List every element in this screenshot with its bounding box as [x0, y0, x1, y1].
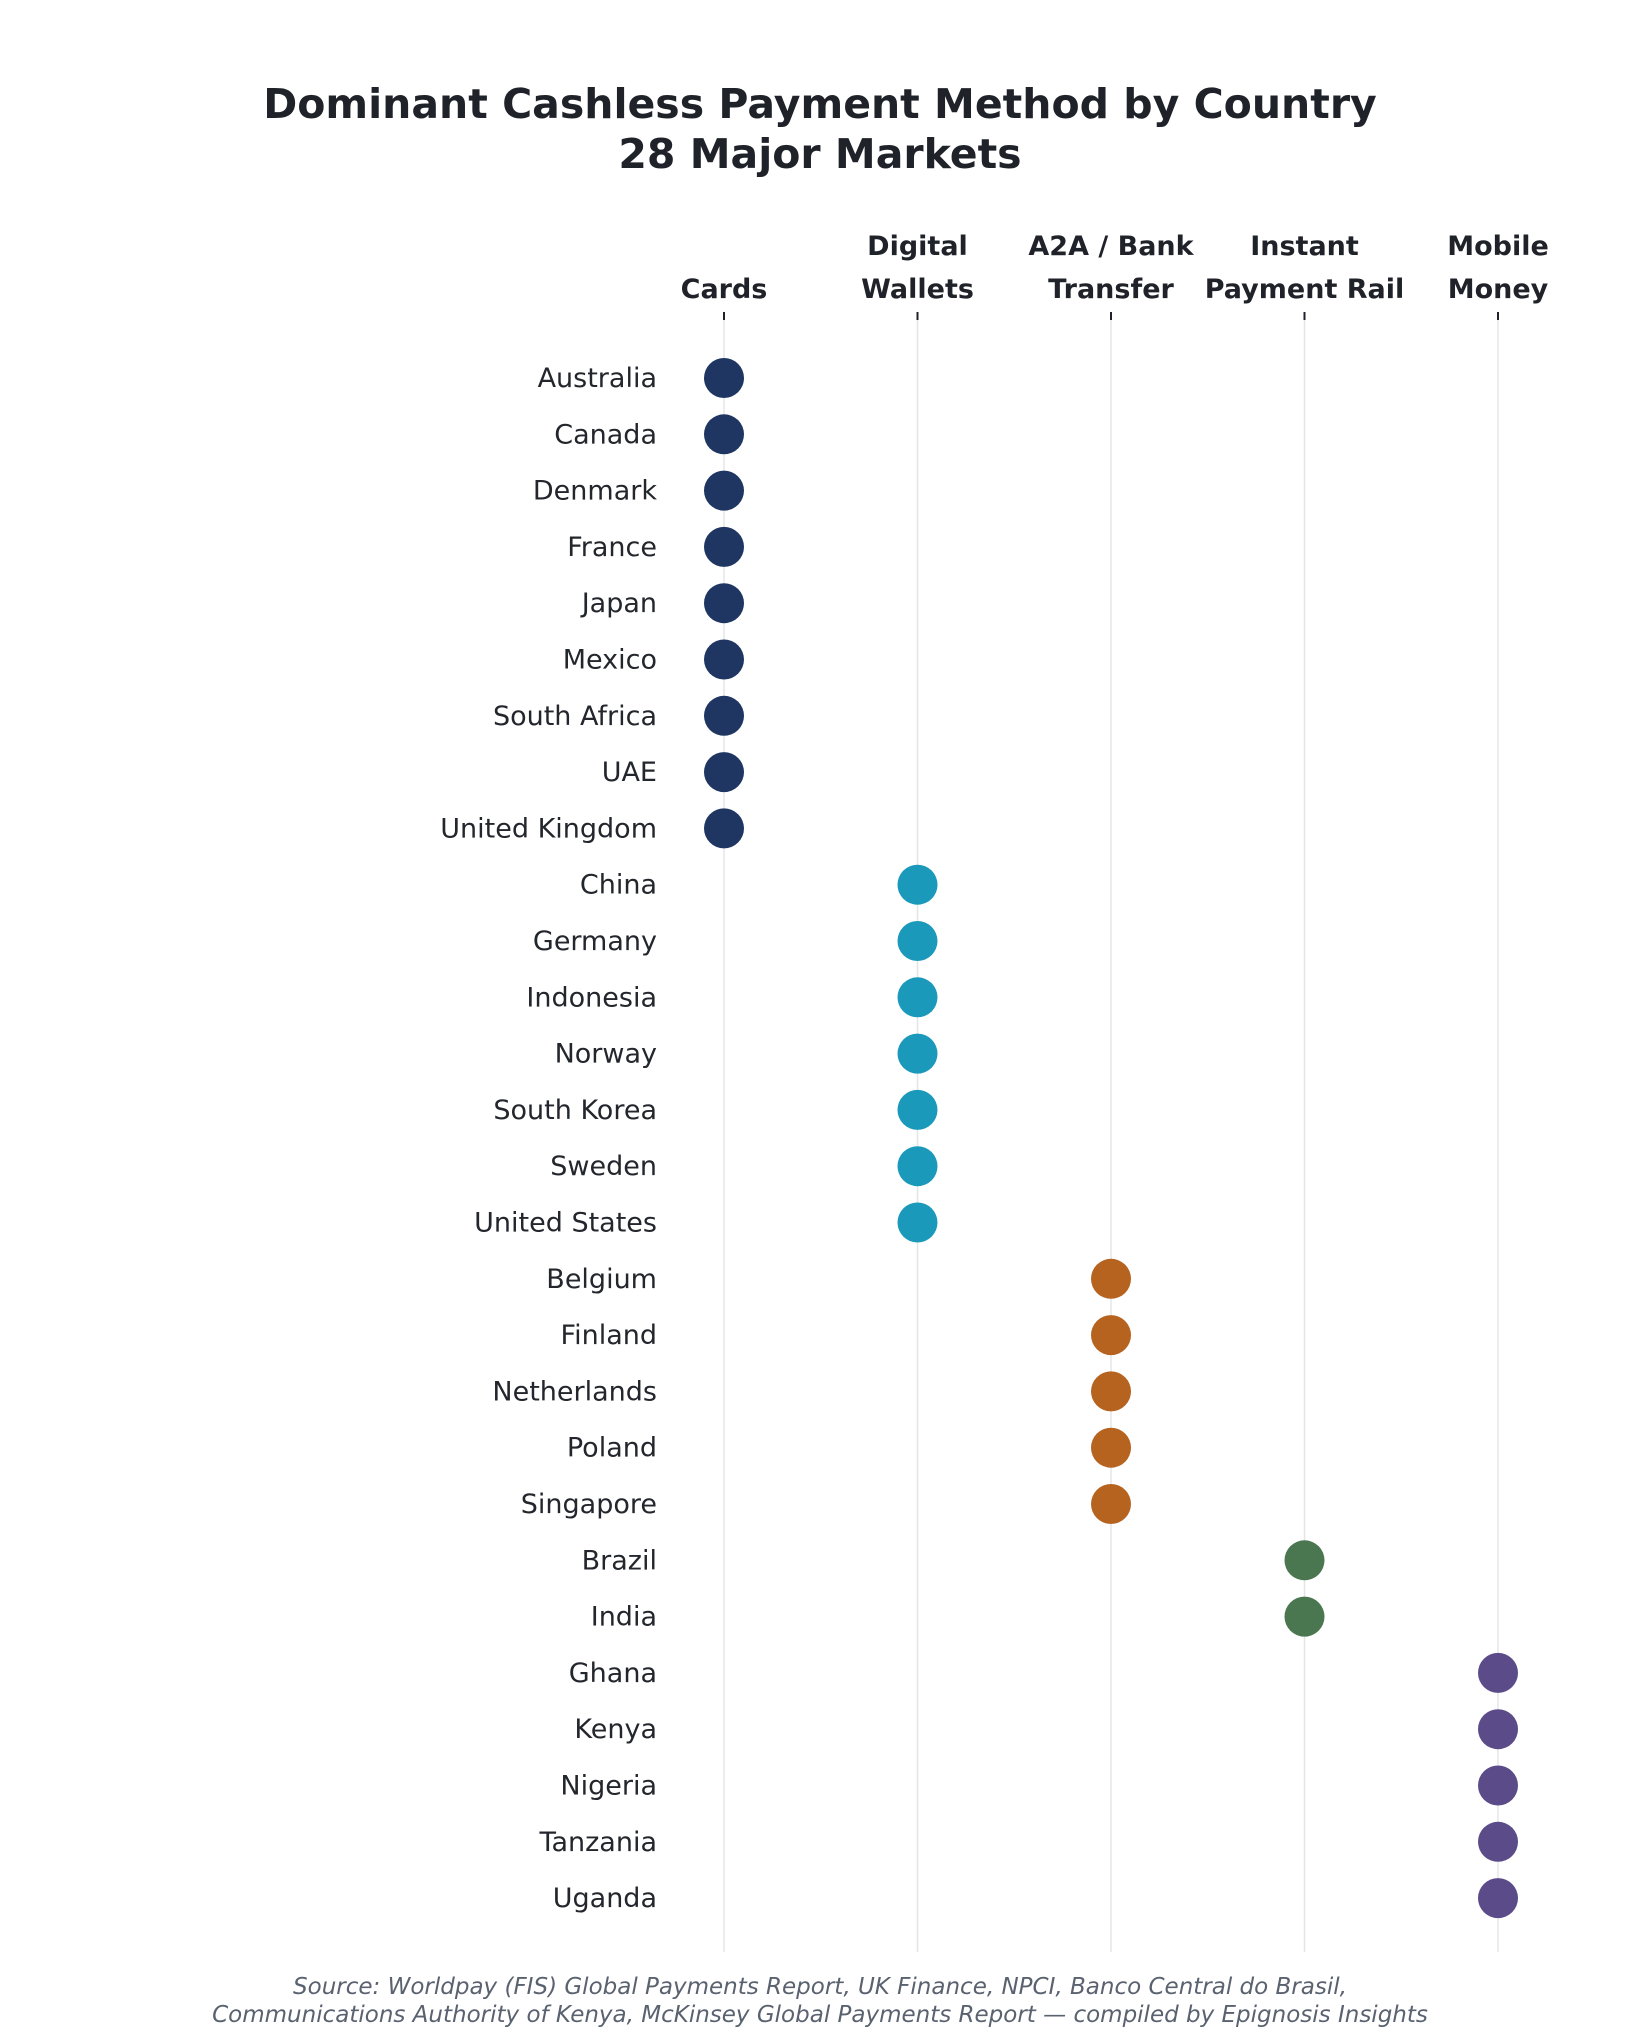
- country-label: Australia: [538, 363, 657, 394]
- country-label: Belgium: [546, 1264, 657, 1295]
- country-label: France: [567, 532, 657, 563]
- data-point: [897, 864, 938, 905]
- country-label: Uganda: [553, 1883, 657, 1914]
- data-point: [1091, 1371, 1131, 1412]
- data-point: [704, 358, 744, 398]
- column-label: Money: [1448, 274, 1549, 305]
- data-points: [704, 358, 1518, 1919]
- data-point: [1478, 1652, 1518, 1693]
- data-point: [1091, 1427, 1131, 1468]
- gridlines: [723, 312, 1499, 1952]
- column-label: Payment Rail: [1205, 274, 1405, 305]
- data-point: [897, 1033, 938, 1074]
- data-point: [704, 639, 744, 680]
- country-label: United States: [474, 1208, 657, 1239]
- column-label: Cards: [681, 274, 768, 305]
- chart-title: Dominant Cashless Payment Method by Coun…: [263, 80, 1377, 178]
- column-label: Transfer: [1048, 274, 1174, 305]
- data-point: [897, 1089, 938, 1130]
- country-label: Finland: [561, 1320, 657, 1351]
- country-label: Netherlands: [492, 1376, 657, 1407]
- country-label: Tanzania: [538, 1827, 657, 1858]
- source-line-1: Source: Worldpay (FIS) Global Payments R…: [293, 1974, 1347, 2000]
- data-point: [704, 414, 744, 455]
- data-point: [1284, 1596, 1325, 1637]
- country-label: South Africa: [493, 701, 657, 732]
- country-label: Singapore: [521, 1489, 657, 1520]
- country-label: Poland: [567, 1433, 657, 1464]
- country-label: Denmark: [533, 476, 657, 507]
- data-point: [704, 526, 744, 567]
- chart-title-line: Dominant Cashless Payment Method by Coun…: [263, 80, 1377, 128]
- chart-subtitle: 28 Major Markets: [618, 130, 1021, 178]
- country-label: China: [580, 870, 657, 901]
- country-label: Ghana: [569, 1658, 657, 1689]
- column-label: Instant: [1250, 231, 1359, 262]
- column-label: Digital: [867, 231, 968, 262]
- data-point: [1478, 1878, 1518, 1919]
- country-label: Brazil: [582, 1545, 657, 1576]
- data-point: [704, 583, 744, 624]
- data-point: [704, 752, 744, 793]
- source-line-2: Communications Authority of Kenya, McKin…: [212, 2002, 1428, 2028]
- source-note: Source: Worldpay (FIS) Global Payments R…: [212, 1974, 1428, 2028]
- data-point: [1091, 1484, 1131, 1524]
- data-point: [1478, 1765, 1518, 1806]
- country-label: India: [591, 1602, 657, 1633]
- country-label: UAE: [602, 757, 657, 788]
- country-axis: Australia Canada Denmark France Japan Mexico S…: [440, 363, 657, 1914]
- data-point: [897, 1202, 938, 1243]
- country-label: Indonesia: [526, 982, 657, 1013]
- data-point: [1478, 1709, 1518, 1750]
- country-label: Kenya: [574, 1714, 657, 1745]
- country-label: Canada: [554, 419, 657, 450]
- data-point: [1478, 1821, 1518, 1862]
- data-point: [704, 470, 744, 511]
- country-label: South Korea: [493, 1095, 657, 1126]
- country-label: Mexico: [563, 645, 657, 676]
- country-label: Sweden: [550, 1151, 657, 1182]
- data-point: [704, 808, 744, 849]
- data-point: [1284, 1540, 1325, 1581]
- data-point: [897, 1146, 938, 1187]
- country-label: United Kingdom: [440, 813, 657, 844]
- country-label: Germany: [533, 926, 657, 957]
- category-axis: Cards Digital Wallets A2A / Bank Transfer Ins…: [681, 231, 1549, 320]
- column-label: A2A / Bank: [1028, 231, 1194, 262]
- country-label: Norway: [555, 1039, 657, 1070]
- country-label: Japan: [580, 588, 657, 619]
- data-point: [897, 921, 938, 961]
- column-label: Mobile: [1447, 231, 1549, 262]
- data-point: [1091, 1315, 1131, 1356]
- data-point: [704, 695, 744, 736]
- data-point: [1091, 1258, 1131, 1299]
- data-point: [897, 977, 938, 1018]
- country-label: Nigeria: [560, 1771, 657, 1802]
- column-label: Wallets: [861, 274, 974, 305]
